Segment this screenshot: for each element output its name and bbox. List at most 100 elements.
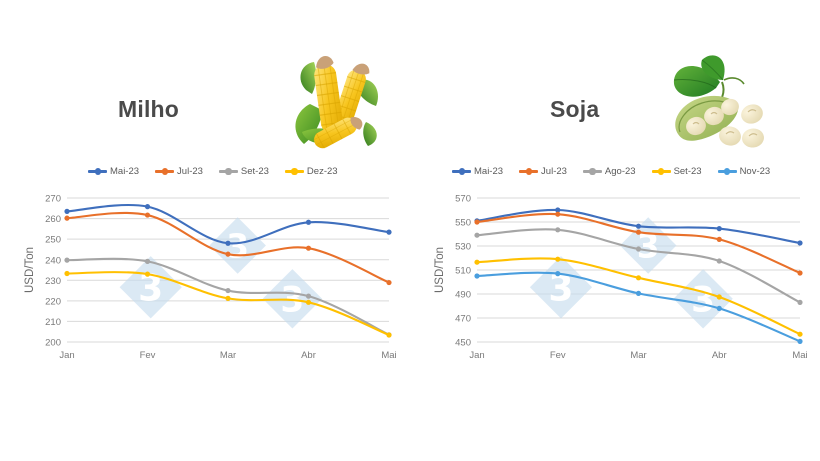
x-axis-tick: Abr — [301, 350, 316, 361]
data-point — [386, 279, 392, 286]
legend-item-set-23[interactable]: Set-23 — [218, 166, 269, 177]
legend-item-mai-23[interactable]: Mai-23 — [88, 167, 139, 177]
data-point — [555, 256, 561, 262]
data-point — [797, 270, 803, 276]
crop-title-soja: Soja — [550, 96, 600, 122]
data-point — [635, 246, 642, 252]
data-point — [225, 240, 231, 246]
soybean-pod-illustration — [660, 52, 770, 150]
legend-swatch-icon — [284, 167, 304, 176]
data-point — [635, 223, 642, 229]
x-axis-tick: Mai — [381, 350, 396, 361]
x-axis-tick: Mai — [792, 350, 807, 361]
data-point — [225, 287, 231, 294]
data-point — [797, 299, 803, 305]
legend-swatch-icon — [88, 167, 107, 176]
data-point — [555, 227, 561, 233]
legend-swatch-icon — [155, 167, 175, 176]
y-axis-tick: 260 — [45, 214, 61, 225]
x-axis-tick: Abr — [712, 350, 727, 361]
legend-swatch-icon — [717, 167, 737, 176]
legend-swatch-icon — [651, 167, 671, 176]
data-point — [797, 331, 803, 337]
x-axis-tick: Mar — [220, 350, 236, 361]
data-point — [144, 258, 151, 264]
line-chart-milho: 200 210 220 230 240 250 260 270 USD/Ton 3 3 3 Jan Fev… — [18, 188, 397, 368]
legend-label: Dez-23 — [306, 166, 338, 177]
x-axis-tick: Fev — [550, 350, 566, 361]
watermark-glyph: 3 — [637, 228, 660, 266]
y-axis-tick: 210 — [45, 317, 61, 328]
data-point — [386, 229, 392, 235]
data-point — [474, 232, 480, 238]
legend-item-set-23[interactable]: Set-23 — [651, 166, 702, 177]
data-point — [716, 226, 722, 232]
watermark-glyph: 3 — [226, 228, 249, 266]
data-point — [716, 258, 722, 264]
y-axis-tick: 450 — [455, 338, 471, 349]
data-point — [797, 338, 803, 344]
legend-label: Set-23 — [673, 166, 702, 177]
legend-label: Jul-23 — [541, 166, 567, 177]
data-point — [144, 204, 151, 210]
data-point — [305, 299, 312, 305]
data-point — [474, 219, 480, 225]
crop-title-milho: Milho — [118, 96, 180, 122]
data-point — [635, 290, 642, 296]
series-set-23 — [474, 256, 803, 337]
legend-item-jul-23[interactable]: Jul-23 — [519, 167, 567, 177]
legend-item-mai-23[interactable]: Mai-23 — [452, 167, 503, 177]
data-point — [555, 271, 561, 277]
data-point — [716, 236, 722, 242]
data-point — [797, 240, 803, 246]
legend-item-jul-23[interactable]: Jul-23 — [155, 167, 203, 177]
data-point — [716, 294, 722, 300]
data-point — [555, 207, 561, 213]
watermark: 3 — [529, 256, 593, 319]
data-point — [474, 259, 480, 265]
panel-milho: Milho — [18, 50, 397, 368]
legend-swatch-icon — [582, 167, 602, 176]
data-point — [64, 208, 70, 214]
x-axis-tick: Fev — [140, 350, 156, 361]
legend-item-ago-23[interactable]: Ago-23 — [582, 166, 636, 177]
y-axis-title: USD/Ton — [24, 247, 36, 293]
y-axis-tick: 530 — [455, 242, 471, 253]
y-axis-tick: 570 — [455, 194, 471, 205]
data-point — [64, 257, 70, 263]
data-point — [305, 245, 312, 251]
series-jul-23 — [64, 211, 392, 286]
series-jul-23 — [474, 211, 803, 276]
legend-item-nov-23[interactable]: Nov-23 — [717, 167, 770, 177]
data-point — [635, 275, 642, 281]
legend-swatch-icon — [452, 167, 471, 176]
legend-label: Mai-23 — [110, 166, 140, 177]
y-axis-tick: 200 — [45, 338, 61, 349]
y-axis-tick: 510 — [455, 266, 471, 277]
data-point — [64, 270, 70, 277]
data-point — [635, 229, 642, 235]
legend-soja: Mai-23 Jul-23 Ago-23 Set-23 — [452, 167, 770, 177]
watermark: 3 — [262, 269, 323, 329]
x-axis-tick: Jan — [469, 350, 484, 361]
y-axis-tick: 230 — [45, 276, 61, 287]
data-point — [305, 219, 312, 225]
series-ago-23 — [474, 227, 803, 305]
y-axis-tick: 220 — [45, 296, 61, 307]
data-point — [144, 271, 151, 277]
x-axis-tick: Mar — [630, 350, 646, 361]
y-axis-tick: 270 — [45, 194, 61, 205]
watermark-glyph: 3 — [691, 280, 715, 320]
legend-label: Ago-23 — [604, 166, 636, 177]
corn-cobs-illustration — [288, 50, 383, 150]
legend-item-dez-23[interactable]: Dez-23 — [284, 166, 338, 177]
y-axis-tick: 470 — [455, 314, 471, 325]
legend-swatch-icon — [218, 167, 238, 176]
data-point — [64, 215, 70, 221]
x-axis-tick: Jan — [59, 350, 74, 361]
legend-swatch-icon — [519, 167, 539, 176]
data-point — [144, 212, 151, 218]
legend-label: Set-23 — [240, 166, 269, 177]
series-nov-23 — [474, 271, 803, 344]
